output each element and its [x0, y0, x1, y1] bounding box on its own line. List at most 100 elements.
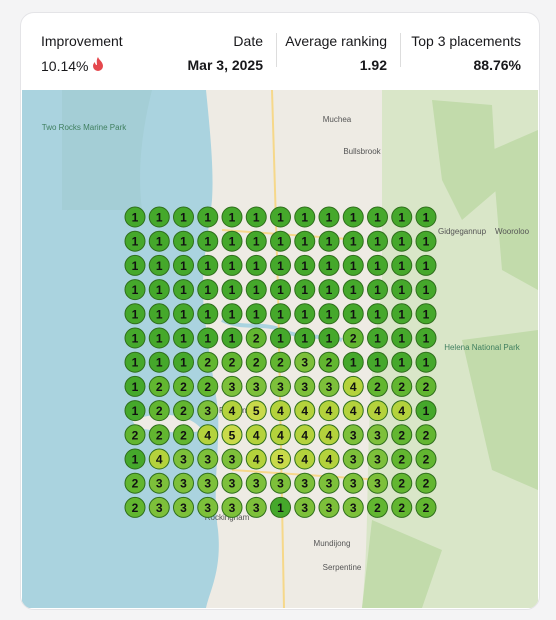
rank-pin — [294, 424, 316, 446]
rank-pin — [197, 400, 219, 422]
rank-value: 3 — [350, 477, 357, 491]
rank-value: 1 — [398, 332, 405, 346]
rank-value: 4 — [204, 428, 211, 442]
rank-pin — [318, 375, 340, 397]
rank-pin — [415, 351, 437, 373]
rank-pin — [124, 472, 146, 494]
rank-value: 1 — [156, 356, 163, 370]
rank-pin — [197, 351, 219, 373]
rank-value: 1 — [301, 259, 308, 273]
rank-pin — [367, 400, 388, 422]
rank-pin — [173, 496, 194, 518]
rank-value: 3 — [253, 477, 260, 491]
rank-value: 1 — [423, 259, 430, 273]
rank-pin — [245, 230, 267, 252]
rank-pin — [391, 327, 413, 349]
rank-value: 1 — [132, 307, 139, 321]
rank-value: 1 — [277, 211, 284, 225]
rank-pin — [148, 254, 170, 276]
rank-pin — [173, 254, 194, 276]
rank-pin — [270, 327, 291, 349]
rank-value: 2 — [156, 404, 163, 418]
rank-pin — [173, 472, 194, 494]
rank-value: 3 — [301, 477, 308, 491]
rank-value: 1 — [423, 356, 430, 370]
rank-pin — [270, 424, 291, 446]
rank-pin — [124, 279, 146, 301]
map-label: Helena National Park — [444, 343, 521, 352]
rank-value: 1 — [180, 211, 187, 225]
stat: Improvement 10.14% — [41, 33, 123, 74]
rank-value: 1 — [204, 235, 211, 249]
rank-pin — [415, 206, 437, 228]
rank-pin — [318, 472, 340, 494]
rank-value: 1 — [301, 283, 308, 297]
rank-pin — [415, 496, 437, 518]
rank-value: 3 — [326, 501, 333, 515]
rank-pin — [221, 206, 243, 228]
rank-pin — [221, 230, 243, 252]
rank-pin — [148, 351, 170, 373]
rank-pin — [318, 303, 340, 325]
rank-pin — [294, 303, 316, 325]
rank-value: 4 — [374, 404, 381, 418]
rank-pin — [391, 303, 413, 325]
rank-pin — [197, 230, 219, 252]
rank-pin — [270, 400, 291, 422]
rank-pin — [173, 279, 194, 301]
rank-pin — [221, 254, 243, 276]
rank-pin — [391, 375, 413, 397]
forest — [362, 100, 538, 608]
rank-pin — [245, 424, 267, 446]
rank-value: 3 — [326, 380, 333, 394]
rank-pin — [294, 279, 316, 301]
map-label: Gidgegannup — [438, 227, 487, 236]
rank-value: 1 — [350, 283, 357, 297]
rank-value: 1 — [132, 235, 139, 249]
rank-value: 1 — [301, 307, 308, 321]
rank-value: 1 — [301, 211, 308, 225]
map-label: Mundijong — [314, 539, 351, 548]
rank-pin — [318, 254, 340, 276]
rank-pin — [197, 254, 219, 276]
rank-value: 1 — [277, 283, 284, 297]
ocean — [22, 90, 219, 608]
rank-value: 2 — [204, 356, 211, 370]
rank-value: 1 — [180, 283, 187, 297]
rank-pin — [415, 279, 437, 301]
rank-pin — [391, 206, 413, 228]
rank-value: 1 — [229, 259, 236, 273]
rank-pin — [294, 496, 316, 518]
rank-value: 1 — [132, 211, 139, 225]
rank-value: 1 — [374, 235, 381, 249]
rank-value: 2 — [423, 380, 430, 394]
rank-pin — [124, 206, 146, 228]
rank-pin — [270, 230, 291, 252]
rank-value: 1 — [180, 356, 187, 370]
rank-value: 1 — [253, 259, 260, 273]
rank-pin — [342, 254, 364, 276]
rank-pin — [270, 496, 291, 518]
rank-value: 1 — [326, 235, 333, 249]
rank-value: 2 — [180, 428, 187, 442]
rank-pin — [221, 375, 243, 397]
stat-value: 10.14% — [41, 57, 123, 74]
rank-value: 1 — [350, 235, 357, 249]
rank-value: 4 — [229, 404, 236, 418]
rank-pin — [245, 254, 267, 276]
rank-pin — [294, 472, 316, 494]
rank-value: 3 — [156, 477, 163, 491]
rank-value: 1 — [398, 283, 405, 297]
rank-value: 1 — [229, 283, 236, 297]
rank-pin — [318, 230, 340, 252]
rank-value: 3 — [374, 477, 381, 491]
rank-pin — [270, 472, 291, 494]
rank-value: 4 — [301, 453, 308, 467]
rank-pin — [367, 424, 388, 446]
rank-pin — [342, 327, 364, 349]
rank-value: 4 — [277, 428, 284, 442]
rank-pin — [391, 351, 413, 373]
rank-value: 1 — [374, 332, 381, 346]
rank-pin — [318, 206, 340, 228]
rank-pin — [148, 279, 170, 301]
